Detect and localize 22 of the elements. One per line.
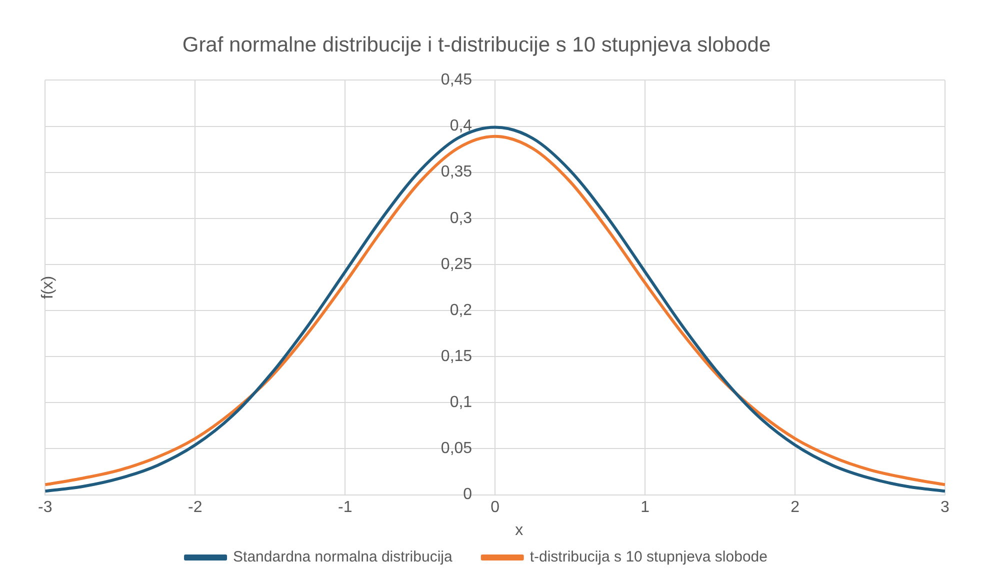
x-tick-label: 2 [790,498,800,516]
chart-title: Graf normalne distribucije i t-distribucije s 10 stupnjeva slobode [182,33,771,56]
x-tick-label: 3 [940,498,950,516]
legend-label: Standardna normalna distribucija [233,548,453,566]
y-tick-label: 0 [463,486,472,504]
y-tick-label: 0,4 [450,118,472,135]
y-tick-label: 0,3 [450,210,472,227]
x-tick-label: -3 [38,498,52,516]
y-tick-label: 0,35 [440,164,472,181]
legend-label: t-distribucija s 10 stupnjeva slobode [530,548,768,566]
x-tick-label: -1 [338,498,352,516]
x-tick-label: 0 [490,498,500,516]
x-tick-label: -2 [188,498,202,516]
y-tick-label: 0,45 [440,72,472,89]
y-tick-label: 0,1 [450,394,472,412]
x-tick-label: 1 [640,498,650,516]
y-tick-label: 0,2 [450,302,472,319]
y-tick-label: 0,15 [440,348,472,366]
y-axis-title: f(x) [39,276,56,300]
y-tick-label: 0,25 [440,256,472,273]
y-tick-label: 0,05 [440,440,472,458]
x-axis-title: x [515,522,524,540]
